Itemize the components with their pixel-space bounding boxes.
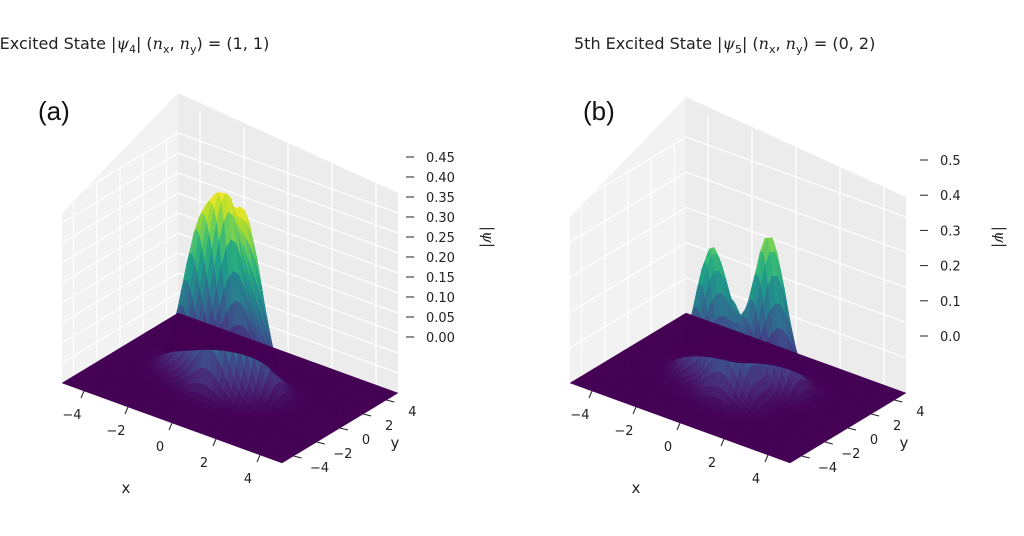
grid-line-z-back-a bbox=[177, 132, 399, 214]
y-tick-b bbox=[871, 413, 880, 417]
x-tick-label-b: −4 bbox=[570, 408, 589, 423]
x-tick-b bbox=[720, 438, 725, 447]
z-tick-label-a: 0.45 bbox=[426, 151, 455, 166]
z-tick-label-a: 0.35 bbox=[426, 191, 455, 206]
y-tick-b bbox=[847, 427, 857, 431]
y-axis-label-a: y bbox=[391, 434, 400, 452]
grid-line-z-left-b bbox=[569, 136, 687, 208]
grid-line-z-left-b bbox=[569, 242, 687, 314]
grid-line-z-left-a bbox=[61, 132, 179, 204]
x-tick-a bbox=[168, 422, 173, 431]
grid-line-z-left-b bbox=[569, 171, 687, 243]
grid-line-z-left-a bbox=[61, 152, 179, 224]
grid-line-z-back-b bbox=[685, 242, 907, 324]
z-tick-label-a: 0.05 bbox=[426, 311, 455, 326]
y-tick-label-a: 2 bbox=[385, 419, 393, 434]
x-tick-a bbox=[124, 406, 129, 415]
panel-label-a: (a) bbox=[38, 96, 70, 126]
surface-cell bbox=[683, 312, 692, 317]
z-tick-label-a: 0.00 bbox=[426, 331, 455, 346]
surface-b bbox=[569, 237, 907, 464]
x-tick-label-b: −2 bbox=[614, 424, 633, 439]
x-tick-a bbox=[212, 438, 217, 447]
y-tick-a bbox=[293, 455, 302, 459]
z-tick-label-a: 0.15 bbox=[426, 271, 455, 286]
chart-title-b: 5th Excited State |ψ5| (nx, ny) = (0, 2) bbox=[574, 34, 876, 57]
x-tick-b bbox=[764, 454, 769, 463]
y-tick-b bbox=[824, 441, 833, 445]
x-tick-label-b: 0 bbox=[664, 440, 672, 455]
z-tick-label-b: 0.1 bbox=[940, 295, 961, 310]
grid-line-z-back-a bbox=[177, 172, 399, 254]
z-axis-label-b: |ψ| bbox=[991, 226, 1009, 248]
y-tick-b bbox=[801, 455, 810, 459]
grid-line-z-left-b bbox=[569, 206, 687, 278]
x-tick-b bbox=[632, 406, 637, 415]
z-tick-label-a: 0.10 bbox=[426, 291, 455, 306]
grid-line-z-left-a bbox=[61, 232, 179, 304]
x-tick-label-b: 2 bbox=[708, 456, 716, 471]
x-tick-b bbox=[588, 390, 593, 399]
y-tick-label-b: −4 bbox=[818, 461, 837, 476]
z-tick-label-a: 0.20 bbox=[426, 251, 455, 266]
y-tick-b bbox=[894, 399, 903, 403]
x-tick-label-a: −2 bbox=[106, 424, 125, 439]
z-axis-label-a: |ψ| bbox=[479, 226, 497, 248]
y-tick-a bbox=[386, 399, 395, 403]
y-tick-label-b: 0 bbox=[870, 433, 878, 448]
z-tick-label-a: 0.30 bbox=[426, 211, 455, 226]
x-tick-b bbox=[676, 422, 681, 431]
x-axis-label-a: x bbox=[122, 479, 131, 497]
x-tick-label-a: 4 bbox=[244, 472, 252, 487]
y-tick-label-b: −2 bbox=[841, 447, 860, 462]
grid-line-z-left-b bbox=[569, 277, 687, 349]
x-tick-label-a: 2 bbox=[200, 456, 208, 471]
y-tick-label-a: 0 bbox=[362, 433, 370, 448]
chart-title-a: 5th Excited State |ψ4| (nx, ny) = (1, 1) bbox=[0, 34, 270, 57]
grid-line-z-back-a bbox=[177, 152, 399, 234]
y-tick-label-a: 4 bbox=[408, 405, 416, 420]
x-tick-label-a: −4 bbox=[62, 408, 81, 423]
y-tick-a bbox=[339, 427, 349, 431]
z-tick-label-b: 0.4 bbox=[940, 189, 961, 204]
y-tick-label-b: 2 bbox=[893, 419, 901, 434]
grid-line-z-left-a bbox=[61, 252, 179, 324]
x-axis-label-b: x bbox=[632, 479, 641, 497]
grid-line-z-left-a bbox=[61, 212, 179, 284]
grid-line-z-left-a bbox=[61, 292, 179, 364]
z-tick-label-b: 0.3 bbox=[940, 224, 961, 239]
z-tick-label-b: 0.2 bbox=[940, 260, 961, 275]
x-tick-a bbox=[256, 454, 261, 463]
z-tick-label-a: 0.40 bbox=[426, 171, 455, 186]
panel-label-b: (b) bbox=[583, 96, 615, 126]
y-axis-label-b: y bbox=[900, 434, 909, 452]
grid-line-z-back-b bbox=[685, 206, 907, 288]
y-tick-label-b: 4 bbox=[916, 405, 924, 420]
grid-line-z-left-a bbox=[61, 172, 179, 244]
surface-cell bbox=[175, 312, 184, 317]
z-tick-label-a: 0.25 bbox=[426, 231, 455, 246]
x-tick-label-b: 4 bbox=[752, 472, 760, 487]
y-tick-label-a: −4 bbox=[310, 461, 329, 476]
x-tick-a bbox=[80, 390, 85, 399]
surface-a bbox=[61, 191, 399, 464]
grid-line-z-left-a bbox=[61, 192, 179, 264]
grid-line-z-back-b bbox=[685, 136, 907, 218]
y-tick-label-a: −2 bbox=[333, 447, 352, 462]
grid-line-z-back-b bbox=[685, 171, 907, 253]
surface-plot-a: 0.00 0.05 0.10 0.15 0.20 0.25 0.30 0.35 0.40 0.45… bbox=[61, 93, 497, 497]
grid-line-z-left-a bbox=[61, 272, 179, 344]
y-tick-a bbox=[316, 441, 325, 445]
z-tick-label-b: 0.5 bbox=[940, 154, 961, 169]
y-tick-a bbox=[363, 413, 372, 417]
x-tick-label-a: 0 bbox=[156, 440, 164, 455]
z-tick-label-b: 0.0 bbox=[940, 330, 961, 345]
